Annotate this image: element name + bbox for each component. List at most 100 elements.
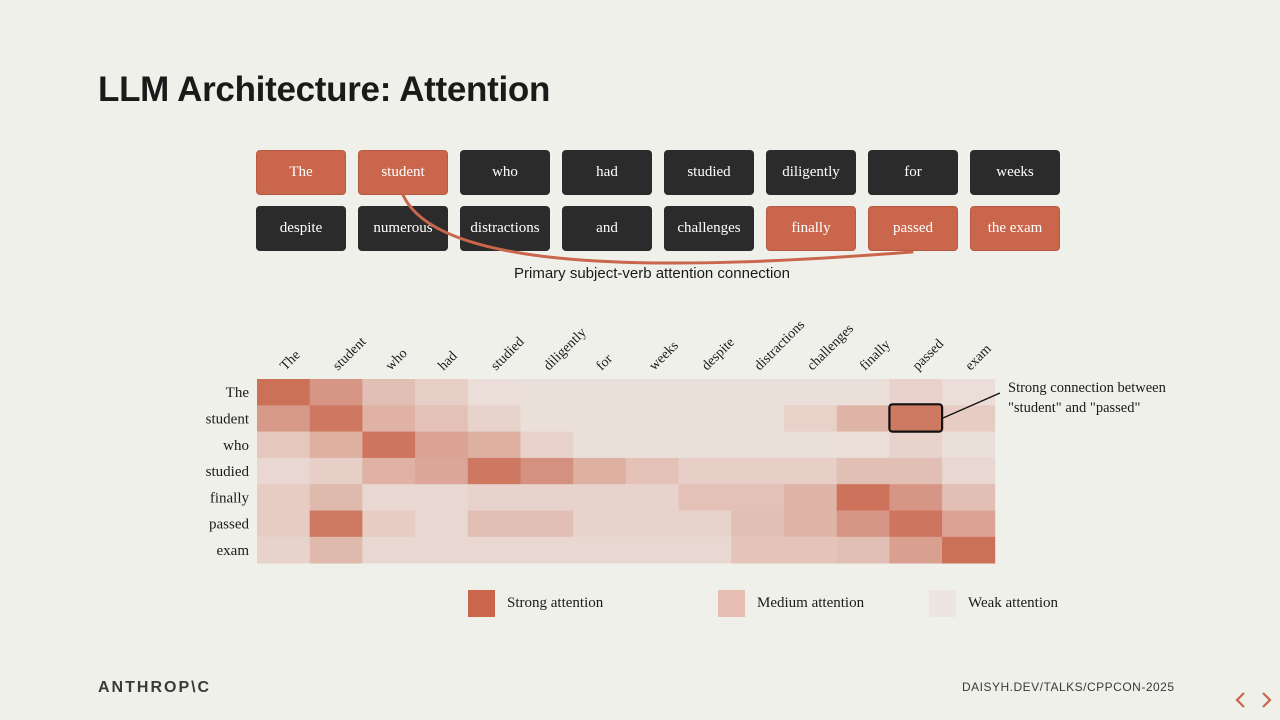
heatmap-cell-finally-despite (678, 484, 732, 511)
heatmap-cell-studied-who (362, 457, 416, 485)
heatmap-cell-passed-passed (889, 510, 943, 538)
heatmap-cell-the-finally (836, 379, 890, 406)
token-who: who (460, 150, 550, 195)
token-weeks: weeks (970, 150, 1060, 195)
heatmap-cell-who-weeks (625, 431, 679, 459)
heatmap-cell-finally-for (573, 484, 627, 511)
prev-slide-button[interactable] (1230, 688, 1250, 712)
column-label-challenges: challenges (805, 321, 857, 373)
row-label-who: who (223, 438, 249, 454)
token-studied: studied (664, 150, 754, 195)
heatmap-cell-passed-exam (942, 510, 996, 538)
heatmap-cell-studied-despite (678, 457, 732, 485)
column-label-exam: exam (963, 342, 995, 374)
heatmap-cell-finally-weeks (625, 484, 679, 511)
heatmap-cell-studied-finally (836, 457, 890, 485)
row-label-the: The (226, 385, 250, 401)
heatmap-cell-student-the (257, 405, 311, 432)
legend-swatch-weak (929, 590, 956, 617)
heatmap-cell-student-who (362, 405, 416, 432)
heatmap-cell-finally-studied (467, 484, 521, 511)
row-label-studied: studied (206, 464, 250, 480)
heatmap-cell-finally-finally (836, 484, 890, 511)
heatmap-cell-passed-the (257, 510, 311, 538)
heatmap-cell-studied-had (415, 457, 469, 485)
heatmap-cell-who-challenges (784, 431, 838, 459)
row-label-student: student (206, 411, 250, 427)
heatmap-cell-exam-weeks (625, 536, 679, 564)
heatmap-cell-the-student (309, 379, 363, 406)
heatmap-cell-the-the (257, 379, 311, 406)
heatmap-cell-studied-the (257, 457, 311, 485)
token-the-exam: the exam (970, 206, 1060, 251)
legend-swatch-medium (718, 590, 745, 617)
heatmap-cell-who-despite (678, 431, 732, 459)
legend-item-medium: Medium attention (718, 590, 864, 617)
heatmap-cell-studied-student (309, 457, 363, 485)
heatmap-cell-the-distractions (731, 379, 785, 406)
heatmap-cell-who-who (362, 431, 416, 459)
token-the: The (256, 150, 346, 195)
heatmap-cell-passed-distractions (731, 510, 785, 538)
token-for: for (868, 150, 958, 195)
heatmap-cell-student-student (309, 405, 363, 432)
heatmap-cell-the-studied (467, 379, 521, 406)
heatmap-cell-exam-diligently (520, 536, 574, 564)
heatmap-cell-studied-exam (942, 457, 996, 485)
column-label-despite: despite (699, 335, 738, 374)
legend-swatch-strong (468, 590, 495, 617)
heatmap-cell-finally-the (257, 484, 311, 511)
heatmap-cell-passed-diligently (520, 510, 574, 538)
row-label-exam: exam (217, 543, 250, 559)
annotation-text-line: Strong connection between (1008, 380, 1167, 396)
column-label-who: who (383, 346, 411, 374)
talk-url: DAISYH.DEV/TALKS/CPPCON-2025 (962, 680, 1175, 694)
legend: Strong attention Medium attention Weak att… (468, 590, 1088, 620)
annotation-text-line: "student" and "passed" (1008, 400, 1140, 416)
heatmap-cell-who-exam (942, 431, 996, 459)
heatmap-cell-who-diligently (520, 431, 574, 459)
column-label-weeks: weeks (646, 338, 681, 373)
heatmap-cell-student-challenges (784, 405, 838, 432)
heatmap-cell-who-studied (467, 431, 521, 459)
heatmap-cell-the-diligently (520, 379, 574, 406)
heatmap-cell-exam-for (573, 536, 627, 564)
heatmap-cell-who-the (257, 431, 311, 459)
heatmap-cell-student-had (415, 405, 469, 432)
heatmap-cell-exam-despite (678, 536, 732, 564)
next-slide-button[interactable] (1257, 688, 1277, 712)
slide-title: LLM Architecture: Attention (98, 70, 551, 109)
connection-label: Primary subject-verb attention connectio… (514, 265, 790, 282)
heatmap-cell-student-weeks (625, 405, 679, 432)
heatmap-cell-studied-challenges (784, 457, 838, 485)
heatmap-cell-the-passed (889, 379, 943, 406)
annotation-leader-line (941, 392, 1001, 420)
heatmap-cell-student-studied (467, 405, 521, 432)
heatmap-cell-passed-who (362, 510, 416, 538)
heatmap-cell-finally-student (309, 484, 363, 511)
heatmap-cell-the-weeks (625, 379, 679, 406)
chevron-left-icon (1235, 692, 1245, 708)
heatmap-cell-who-finally (836, 431, 890, 459)
heatmap-cell-exam-who (362, 536, 416, 564)
heatmap-cell-student-passed (889, 405, 943, 432)
heatmap-cell-finally-who (362, 484, 416, 511)
heatmap-cell-passed-weeks (625, 510, 679, 538)
row-label-passed: passed (209, 517, 249, 533)
heatmap-cell-the-exam (942, 379, 996, 406)
token-diligently: diligently (766, 150, 856, 195)
heatmap-cell-student-exam (942, 405, 996, 432)
heatmap-cell-the-who (362, 379, 416, 406)
legend-label-medium: Medium attention (757, 595, 865, 611)
heatmap-cell-student-for (573, 405, 627, 432)
heatmap-cell-passed-despite (678, 510, 732, 538)
heatmap-cell-exam-the (257, 536, 311, 564)
heatmap-cell-passed-challenges (784, 510, 838, 538)
heatmap-cell-who-for (573, 431, 627, 459)
heatmap-cell-the-challenges (784, 379, 838, 406)
heatmap-cell-who-student (309, 431, 363, 459)
heatmap-cell-finally-diligently (520, 484, 574, 511)
heatmap-cell-finally-passed (889, 484, 943, 511)
heatmap-cell-who-passed (889, 431, 943, 459)
